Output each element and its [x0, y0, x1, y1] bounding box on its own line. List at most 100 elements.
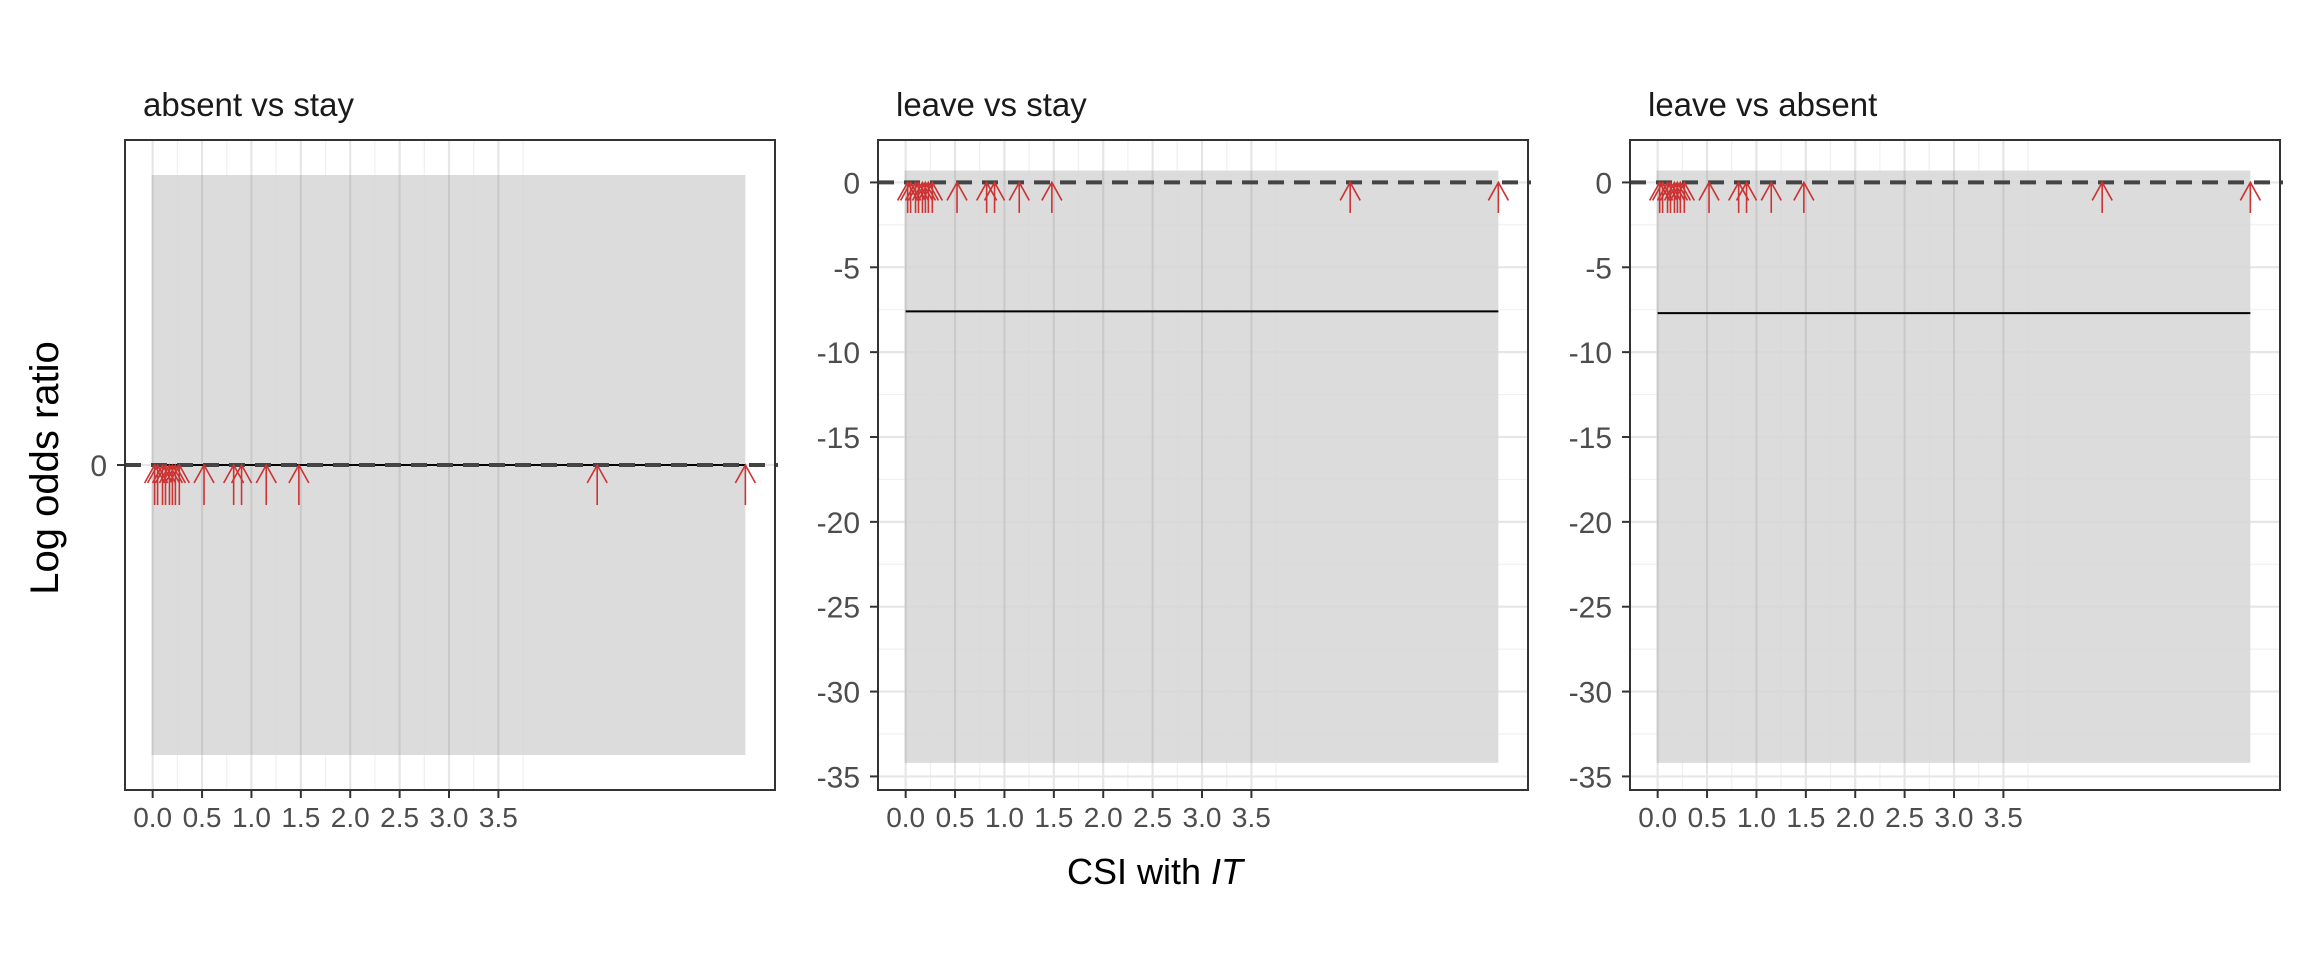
rug-arrow-head [1698, 180, 1720, 201]
rug-arrow [1041, 180, 1063, 213]
x-tick-label: 1.0 [1737, 802, 1776, 833]
rug-arrow [921, 180, 944, 213]
x-tick-label: 1.5 [1034, 802, 1073, 833]
rug-arrows [1648, 180, 2262, 213]
rug-arrow-head [1673, 180, 1696, 201]
rug-arrow-head [1760, 180, 1782, 201]
x-tick-label: 3.0 [1183, 802, 1222, 833]
rug-arrow-head [1648, 180, 1671, 201]
rug-arrow [255, 463, 277, 505]
rug-arrow-head [896, 180, 919, 201]
rug-arrow [917, 180, 940, 213]
rug-arrow-head [1793, 180, 1815, 201]
rug-arrow-head [917, 180, 940, 201]
y-tick-label: 0 [90, 450, 107, 483]
rug-arrow [222, 463, 245, 505]
rug-arrow [734, 463, 757, 505]
x-tick-label: 3.0 [430, 802, 469, 833]
rug-arrow [193, 463, 215, 505]
rug-arrow-head [222, 463, 245, 484]
rug-arrow-head [975, 180, 998, 201]
x-tick-label: 0.0 [886, 802, 925, 833]
y-tick-label: -30 [1569, 677, 1612, 710]
y-tick-label: -5 [1585, 252, 1612, 285]
y-tick-label: 0 [1595, 167, 1612, 200]
rug-arrow-head [734, 463, 757, 484]
rug-arrow [1339, 180, 1361, 213]
rug-arrow-head [586, 463, 608, 484]
rug-arrow-head [146, 463, 169, 484]
x-tick-label: 0.5 [1688, 802, 1727, 833]
panel-3: leave vs absent 0 -5 -10 -15 -20 -25 -30 -35 0.0 0… [1569, 86, 2283, 833]
y-tick-label: -25 [1569, 592, 1612, 625]
rug-arrow [168, 463, 191, 505]
rug-arrow-head [1008, 180, 1030, 201]
x-tick-label: 3.5 [1984, 802, 2023, 833]
y-tick-label: -15 [817, 422, 860, 455]
x-tick-label: 2.0 [1836, 802, 1875, 833]
rug-arrow-head [1487, 180, 1510, 201]
y-tick-label: -20 [1569, 507, 1612, 540]
rug-arrow [1669, 180, 1692, 213]
rug-arrows [896, 180, 1510, 213]
y-tick-label: -35 [817, 761, 860, 794]
x-tick-label: 3.5 [479, 802, 518, 833]
rug-arrow-head [193, 463, 215, 484]
rug-arrow-head [1735, 180, 1758, 201]
panel-1: absent vs stay 0 0.0 0.5 1.0 1.5 2.0 2.5 3.0 3.5 [90, 86, 778, 833]
rug-arrow [2239, 180, 2262, 213]
y-tick-label: -10 [1569, 337, 1612, 370]
rug-arrow [1698, 180, 1720, 213]
x-tick-label: 3.5 [1232, 802, 1271, 833]
rug-arrow-head [899, 180, 922, 201]
panel-title: leave vs stay [896, 86, 1087, 123]
rug-arrow [2091, 180, 2113, 213]
x-tick-label: 0.5 [183, 802, 222, 833]
rug-arrow [983, 180, 1006, 213]
y-tick-label: -20 [817, 507, 860, 540]
rug-arrow-head [230, 463, 253, 484]
rug-arrow-head [164, 463, 187, 484]
rug-arrow-head [255, 463, 277, 484]
rug-arrow-head [1727, 180, 1750, 201]
x-tick-label: 2.5 [1133, 802, 1172, 833]
rug-arrow-head [1651, 180, 1674, 201]
rug-arrow-head [1339, 180, 1361, 201]
rug-arrow [1673, 180, 1696, 213]
panel-2: leave vs stay 0 -5 -10 -15 -20 -25 -30 -35 0.0 0.5… [817, 86, 1531, 833]
rug-arrow-head [143, 463, 166, 484]
x-tick-label: 1.5 [281, 802, 320, 833]
rug-arrow [1008, 180, 1030, 213]
panel-title: absent vs stay [143, 86, 354, 123]
x-axis-label: CSI with IT [1067, 851, 1246, 892]
rug-arrow-head [2091, 180, 2113, 201]
rug-arrow-head [2239, 180, 2262, 201]
rug-arrow [1760, 180, 1782, 213]
y-tick-label: -15 [1569, 422, 1612, 455]
x-tick-label: 1.5 [1786, 802, 1825, 833]
rug-arrow [1793, 180, 1815, 213]
y-tick-label: -25 [817, 592, 860, 625]
x-tick-label: 1.0 [985, 802, 1024, 833]
rug-arrow [1735, 180, 1758, 213]
rug-arrow [1487, 180, 1510, 213]
x-tick-label: 0.5 [936, 802, 975, 833]
x-tick-label: 2.5 [380, 802, 419, 833]
y-tick-label: -10 [817, 337, 860, 370]
rug-arrow-head [168, 463, 191, 484]
panel-title: leave vs absent [1648, 86, 1877, 123]
y-tick-label: -35 [1569, 761, 1612, 794]
x-tick-label: 0.0 [1638, 802, 1677, 833]
y-tick-label: -30 [817, 677, 860, 710]
x-tick-label: 2.0 [1084, 802, 1123, 833]
x-tick-label: 0.0 [133, 802, 172, 833]
rug-arrow-head [1041, 180, 1063, 201]
rug-arrow [146, 463, 169, 505]
rug-arrow-head [983, 180, 1006, 201]
rug-arrow [586, 463, 608, 505]
x-tick-label: 1.0 [232, 802, 271, 833]
rug-arrow [230, 463, 253, 505]
rug-arrows [143, 463, 757, 505]
